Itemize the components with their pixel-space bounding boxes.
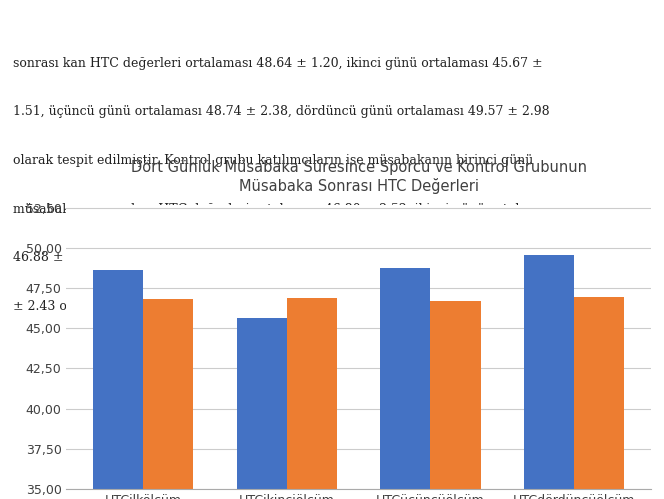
Bar <box>287 298 337 499</box>
Bar <box>380 268 430 499</box>
Bar <box>430 300 481 499</box>
Text: olarak tespit edilmiştir. Kontrol grubu katılımcıların ise müsabakanın birinci g: olarak tespit edilmiştir. Kontrol grubu … <box>13 154 534 167</box>
Text: 46.88 ± 2.44, üçüncü günü ortalaması 46.73 ± 2.63, dördüncü günü ortalaması 46.9: 46.88 ± 2.44, üçüncü günü ortalaması 46.… <box>13 251 558 264</box>
Bar <box>524 255 574 499</box>
Text: ± 2.43 olarak tespit edilmiştir.: ± 2.43 olarak tespit edilmiştir. <box>13 300 207 313</box>
Bar <box>574 297 624 499</box>
Text: sonrası kan HTC değerleri ortalaması 48.64 ± 1.20, ikinci günü ortalaması 45.67 : sonrası kan HTC değerleri ortalaması 48.… <box>13 56 543 69</box>
Title: Dört Günlük Müsabaka Süresince Sporcu ve Kontrol Grubunun
Müsabaka Sonrası HTC D: Dört Günlük Müsabaka Süresince Sporcu ve… <box>131 160 586 194</box>
Text: 1.51, üçüncü günü ortalaması 48.74 ± 2.38, dördüncü günü ortalaması 49.57 ± 2.98: 1.51, üçüncü günü ortalaması 48.74 ± 2.3… <box>13 105 550 118</box>
Bar <box>93 270 143 499</box>
Bar <box>143 299 193 499</box>
Text: müsabaka sonrası kan HTC değerleri ortalaması 46.80 ± 2.52, ikinci günü ortalama: müsabaka sonrası kan HTC değerleri ortal… <box>13 203 557 216</box>
Bar <box>236 317 287 499</box>
